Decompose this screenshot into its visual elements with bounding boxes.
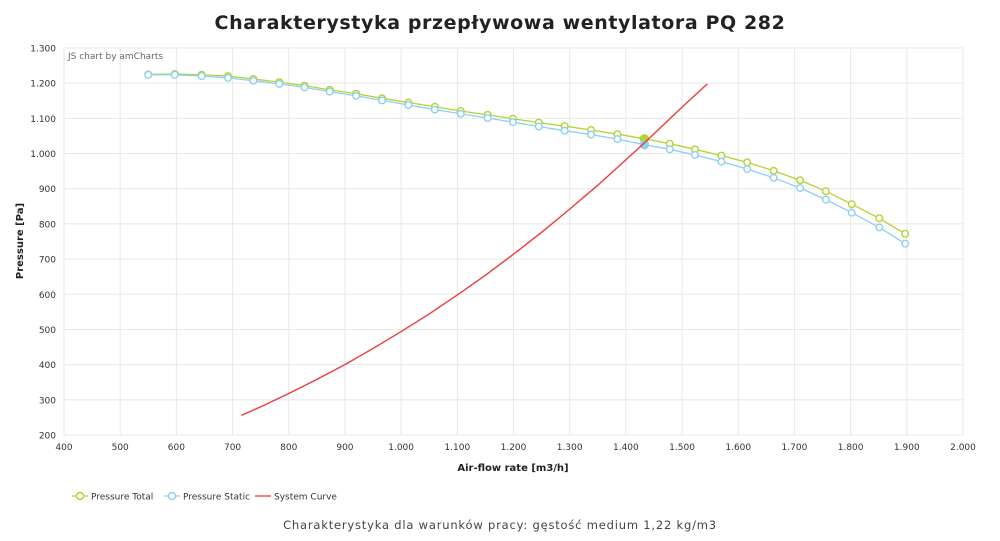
pressure-static-point [404,100,413,109]
x-tick-label: 800 [280,443,297,453]
pressure-static-point [875,223,884,232]
pressure-total-point [821,187,830,196]
y-axis-ticks: 200 300 400 500 600 700 800 900 1.000 1.100 1.200 1… [30,45,56,442]
x-tick-label: 1.600 [725,443,751,453]
x-axis-ticks: 400 500 600 700 800 900 1.000 1.100 1.200 1.300 1.… [55,443,976,453]
pressure-static-point [743,165,752,174]
x-tick-label: 1.300 [557,443,583,453]
pressure-static-point [170,70,179,79]
plot-area-border [63,47,964,436]
pressure-static-point [144,70,153,79]
legend-item-pressure-total[interactable]: Pressure Total [72,491,153,503]
pressure-static-point [534,122,543,131]
pressure-static-point [508,118,517,127]
x-tick-label: 1.900 [894,443,920,453]
pressure-static-point [665,145,674,154]
pressure-total-point [743,158,752,167]
pressure-static-point [483,114,492,123]
y-tick-label: 500 [39,326,56,336]
y-tick-label: 800 [39,220,56,230]
pressure-static-point [847,208,856,217]
x-tick-label: 500 [112,443,129,453]
amcharts-credit[interactable]: JS chart by amCharts [67,52,163,62]
pressure-static-point [821,195,830,204]
pressure-static-point [430,105,439,114]
y-tick-label: 300 [39,396,56,406]
y-tick-label: 1.100 [30,115,56,125]
y-tick-label: 1.200 [30,80,56,90]
x-tick-label: 700 [224,443,241,453]
y-tick-label: 900 [39,185,56,195]
x-tick-label: 600 [168,443,185,453]
pressure-total-point [769,166,778,175]
y-tick-label: 400 [39,361,56,371]
x-tick-label: 1.400 [613,443,639,453]
pressure-static-point [249,76,258,85]
series [144,70,910,416]
chart-subtitle: Charakterystyka dla warunków pracy: gęst… [283,518,717,532]
y-axis-label: Pressure [Pa] [15,203,26,279]
x-axis-label: Air-flow rate [m3/h] [457,463,568,474]
pressure-static-point [796,184,805,193]
legend-item-pressure-static[interactable]: Pressure Static [164,491,250,503]
x-tick-label: 1.700 [782,443,808,453]
legend-label-system-curve: System Curve [274,493,337,503]
chart-title: Charakterystyka przepływowa wentylatora … [214,12,786,34]
y-tick-label: 600 [39,291,56,301]
pressure-static-point [717,157,726,166]
pressure-static-point [769,173,778,182]
pressure-static-point [325,87,334,96]
pressure-static-point [690,150,699,159]
x-tick-label: 1.100 [444,443,470,453]
legend-item-system-curve[interactable]: System Curve [255,493,337,503]
pressure-total-point [796,176,805,185]
y-tick-label: 200 [39,432,56,442]
pressure-static-operating-point [639,140,650,150]
legend-label-pressure-static: Pressure Static [183,493,250,503]
pressure-static-point [901,239,910,248]
pressure-static-point [275,79,284,88]
x-tick-label: 1.800 [838,443,864,453]
pressure-static-point [456,109,465,118]
pressure-static-point [560,126,569,135]
legend-marker-pressure-static [167,491,177,501]
grid [63,47,964,436]
pressure-total-point [847,200,856,209]
pressure-static-point [197,72,206,81]
legend-label-pressure-total: Pressure Total [91,493,153,503]
pressure-static-point [587,130,596,139]
pressure-total-point [901,229,910,238]
pressure-static-point [224,73,233,82]
y-tick-label: 700 [39,256,56,266]
x-tick-label: 900 [336,443,353,453]
x-tick-label: 1.500 [669,443,695,453]
x-tick-label: 2.000 [950,443,976,453]
pressure-total-line [148,73,906,235]
y-tick-label: 1.000 [30,150,56,160]
legend: Pressure Total Pressure Static System Cu… [72,491,337,503]
pressure-static-point [352,91,361,100]
pressure-static-point [378,96,387,105]
x-tick-label: 400 [55,443,72,453]
x-tick-label: 1.000 [388,443,414,453]
pressure-static-point [613,135,622,144]
pressure-static-line [148,74,906,245]
pressure-static-point [300,83,309,92]
y-tick-label: 1.300 [30,45,56,55]
x-tick-label: 1.200 [501,443,527,453]
pressure-total-point [875,214,884,223]
system-curve-line [241,83,708,416]
legend-marker-pressure-total [75,491,85,501]
